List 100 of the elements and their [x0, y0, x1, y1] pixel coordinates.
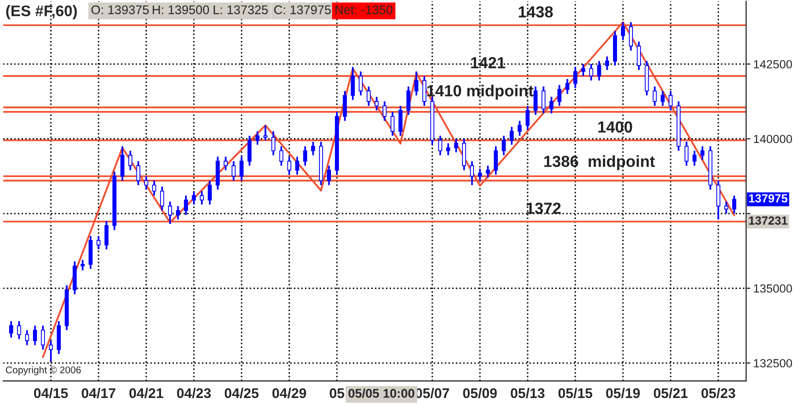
annotation: Copyright © 2006 [6, 366, 81, 376]
candlestick [342, 90, 347, 122]
candlestick [597, 60, 602, 82]
candlestick [700, 145, 704, 161]
candlestick [382, 100, 387, 122]
x-tick-label: 04/25 [224, 388, 259, 398]
candlestick [295, 156, 300, 176]
candlestick [144, 175, 148, 190]
x-tick-label: 04/21 [129, 388, 164, 398]
text: 137975 [749, 194, 788, 203]
candlestick [263, 124, 268, 142]
y-tick-label: 135000 [754, 284, 792, 293]
candlestick [168, 200, 172, 225]
x-tick-label: 04/29 [272, 388, 306, 398]
x-tick-label: 05 [330, 388, 344, 398]
candlestick [232, 160, 236, 182]
candlestick [716, 180, 720, 220]
candlestick [454, 138, 458, 154]
candlestick [32, 324, 37, 346]
candlestick [366, 86, 371, 107]
candlestick [96, 235, 101, 250]
candlestick [208, 180, 212, 206]
candlestick [72, 260, 77, 296]
candlestick [56, 320, 61, 355]
candlestick [534, 86, 538, 116]
candlestick [398, 105, 402, 137]
candlestick [414, 70, 418, 96]
candlestick [478, 168, 482, 182]
candlestick [486, 164, 490, 178]
annotation: O: 139375 [91, 5, 149, 14]
candlestick [311, 140, 316, 156]
y-tick-label: 142500 [754, 60, 792, 68]
candlestick [152, 180, 156, 196]
candlestick [502, 134, 506, 156]
x-tick-label: 04/15 [34, 388, 68, 398]
candlestick [732, 194, 736, 214]
candlestick [565, 78, 570, 95]
x-tick-label: 05/19 [606, 388, 640, 398]
candlestick [160, 186, 164, 212]
y-tick-label: 132500 [754, 359, 792, 368]
annotation: 1372 [526, 202, 561, 214]
candlestick [542, 86, 546, 114]
x-tick-label: 05/09 [463, 388, 497, 398]
candlestick [136, 160, 140, 186]
candlestick [358, 70, 363, 96]
x-tick-label: 05/13 [510, 388, 544, 398]
candlestick [271, 130, 276, 156]
annotation: 1438 [518, 6, 553, 18]
candlestick [636, 40, 641, 71]
candlestick [240, 156, 244, 182]
candlestick [224, 156, 228, 172]
candlestick [350, 66, 355, 101]
candlestick [374, 96, 379, 112]
candlestick [192, 190, 196, 206]
candlestick [526, 105, 530, 131]
candlestick [303, 145, 308, 167]
candlestick [438, 134, 442, 156]
annotation: 1400 [598, 121, 632, 133]
candlestick [287, 156, 292, 176]
candlestick [255, 130, 260, 146]
chart-title: (ES #F,60) [6, 5, 77, 20]
candlestick [628, 21, 633, 52]
candlestick [326, 164, 331, 186]
candlestick [48, 340, 53, 362]
candlestick [462, 138, 466, 172]
candlestick [279, 145, 284, 167]
annotation: Net: -1350 [336, 5, 392, 14]
candlestick [390, 111, 395, 137]
candlestick [200, 190, 204, 206]
candlestick [446, 142, 450, 156]
candlestick [128, 150, 132, 172]
candlestick [620, 21, 625, 41]
candlestick [605, 56, 610, 71]
candlestick [120, 145, 124, 182]
x-tick-label: 04/23 [177, 388, 211, 398]
candlestick [668, 90, 673, 112]
annotation: 1421 [471, 57, 506, 68]
candlestick [660, 90, 665, 107]
candlestick [17, 320, 22, 340]
candlestick [549, 96, 554, 114]
candlestick [248, 134, 252, 167]
annotation: C: 137975 [274, 5, 331, 14]
y-tick-label: 140000 [754, 134, 792, 144]
annotation: L: 137325 [214, 5, 268, 14]
candlestick [684, 140, 689, 167]
candlestick [184, 194, 188, 216]
candlestick [422, 75, 426, 107]
candlestick [589, 63, 594, 82]
candlestick [510, 126, 514, 146]
candlestick [25, 329, 30, 346]
candlestick [9, 320, 14, 338]
candlestick [573, 66, 578, 89]
candlestick [176, 205, 180, 220]
annotation: 1386 midpoint [544, 155, 655, 170]
candlestick [652, 86, 657, 107]
candlestick [80, 259, 85, 272]
candlestick [557, 84, 562, 107]
annotation: H: 139500 [152, 5, 209, 14]
candlestick [40, 324, 45, 350]
text: 05/05 10:00 [348, 388, 414, 398]
